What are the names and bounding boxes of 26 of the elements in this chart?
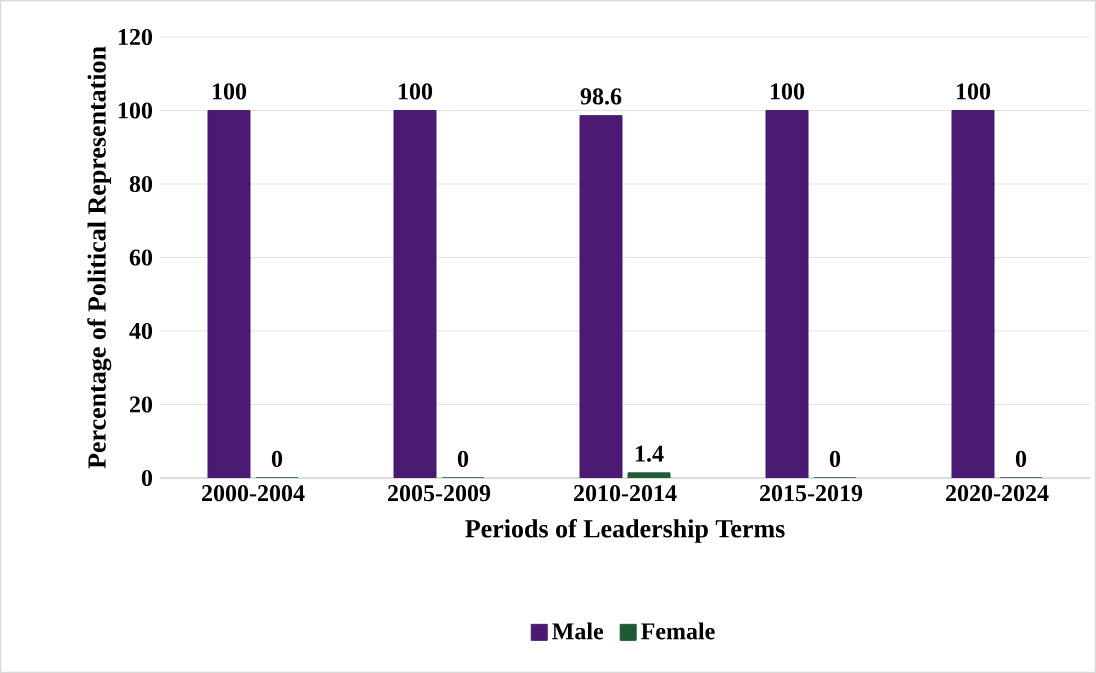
data-label: 0 (457, 450, 469, 467)
y-tick-label: 120 (118, 28, 153, 46)
data-label: 0 (829, 450, 841, 467)
data-label: 100 (770, 83, 805, 100)
x-tick-label: 2010-2014 (574, 485, 677, 502)
data-label: 100 (212, 83, 247, 100)
x-axis-title: Periods of Leadership Terms (465, 518, 785, 543)
x-tick-label: 2020-2024 (946, 485, 1049, 502)
x-tick-label: 2000-2004 (202, 485, 305, 502)
data-label: 0 (271, 450, 283, 467)
data-label: 100 (398, 83, 433, 100)
y-tick-label: 80 (129, 175, 153, 193)
y-tick-label: 60 (129, 249, 153, 266)
y-tick-label: 40 (129, 322, 153, 340)
y-tick-label: 100 (118, 102, 153, 119)
data-label: 100 (956, 83, 991, 100)
data-label: 98.6 (580, 88, 622, 105)
legend-label: Male (552, 622, 604, 640)
y-axis-title: Percentage of Political Representation (87, 46, 112, 469)
x-tick-label: 2015-2019 (760, 485, 863, 502)
legend-label: Female (641, 622, 715, 640)
data-label: 0 (1015, 450, 1027, 467)
y-tick-label: 20 (129, 396, 153, 413)
y-tick-label: 0 (141, 469, 153, 487)
x-tick-label: 2005-2009 (388, 485, 491, 502)
data-label: 1.4 (635, 445, 664, 462)
